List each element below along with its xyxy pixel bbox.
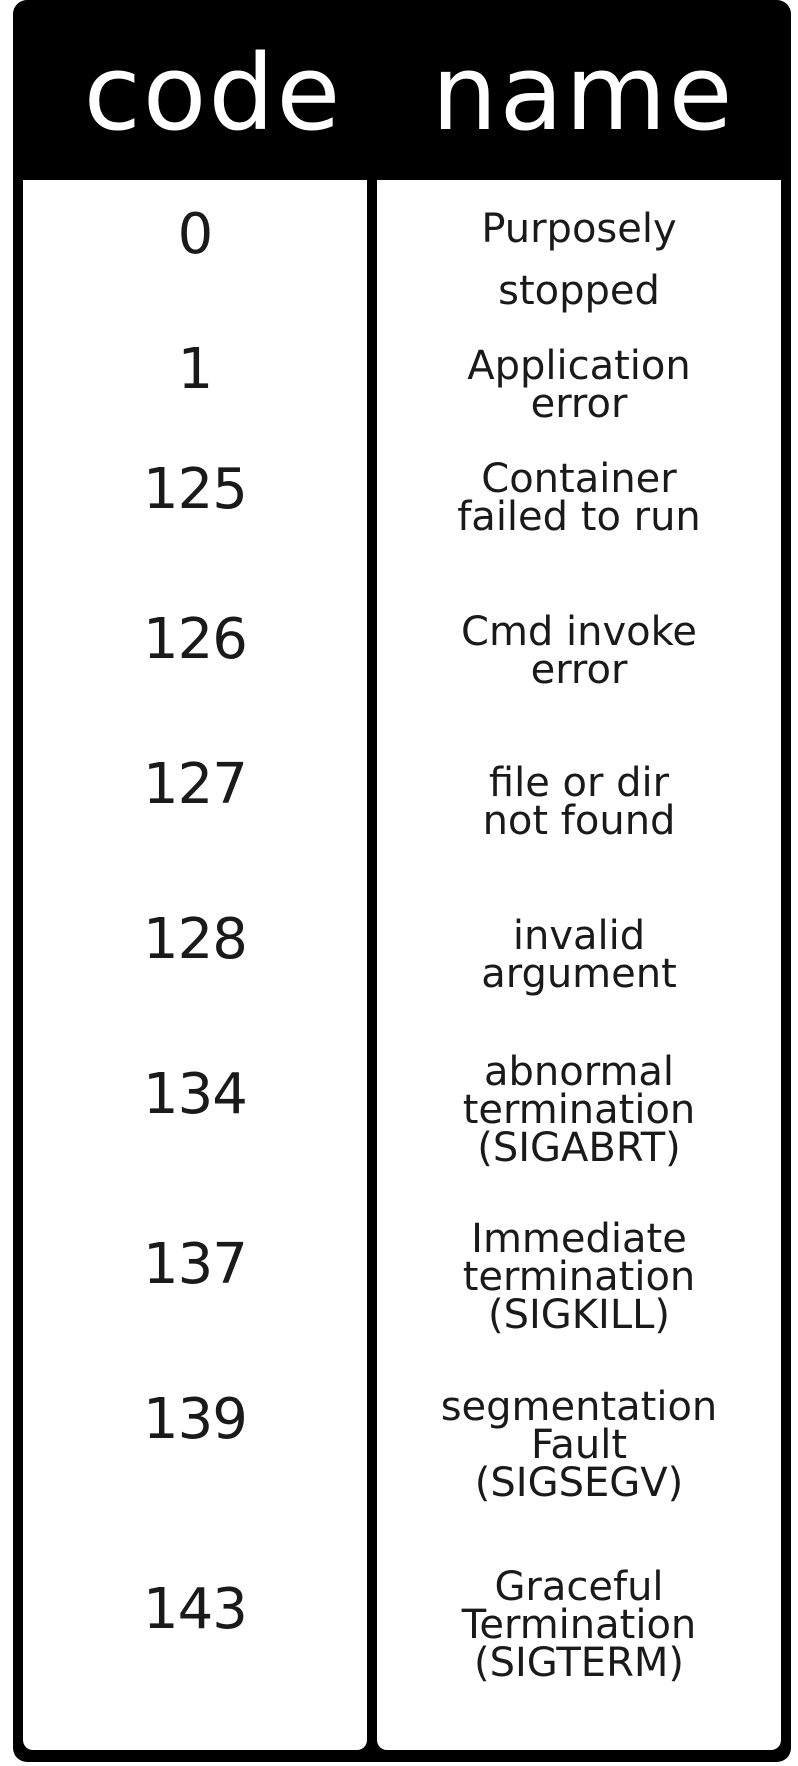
code-cell: 139 bbox=[143, 1387, 248, 1452]
name-line: termination bbox=[462, 1254, 696, 1300]
code-cell: 125 bbox=[143, 457, 248, 522]
name-cell: Graceful Termination (SIGTERM) bbox=[377, 1565, 781, 1685]
code-cell: 0 bbox=[177, 202, 214, 267]
name-line: Container bbox=[481, 456, 677, 502]
code-column: 0 1 125 126 127 128 134 137 139 143 bbox=[23, 180, 367, 1750]
code-cell: 128 bbox=[143, 907, 248, 972]
name-line: Purposely bbox=[481, 206, 677, 252]
name-line: Application bbox=[467, 343, 691, 389]
code-cell: 143 bbox=[143, 1577, 248, 1642]
name-column: Purposely stopped Application error Cont… bbox=[377, 180, 781, 1750]
name-line: (SIGKILL) bbox=[488, 1292, 670, 1338]
name-line: (SIGTERM) bbox=[474, 1640, 684, 1686]
code-cell: 134 bbox=[143, 1062, 248, 1127]
name-line: not found bbox=[482, 798, 676, 844]
name-line: argument bbox=[481, 951, 677, 997]
code-cell: 126 bbox=[143, 607, 248, 672]
name-cell: invalid argument bbox=[377, 915, 781, 995]
name-cell: Container failed to run bbox=[377, 458, 781, 538]
name-line: Fault bbox=[531, 1422, 627, 1468]
name-cell: file or dir not found bbox=[377, 762, 781, 842]
name-line: segmentation bbox=[440, 1384, 718, 1430]
name-cell: Immediate termination (SIGKILL) bbox=[377, 1217, 781, 1337]
name-line: file or dir bbox=[488, 760, 670, 806]
name-line: Graceful bbox=[494, 1564, 664, 1610]
name-line: error bbox=[530, 647, 628, 693]
code-cell: 127 bbox=[143, 752, 248, 817]
name-cell: abnormal termination (SIGABRT) bbox=[377, 1050, 781, 1170]
code-cell: 1 bbox=[177, 337, 214, 402]
name-line: (SIGABRT) bbox=[477, 1125, 681, 1171]
name-line: stopped bbox=[498, 268, 660, 314]
name-cell: Application error bbox=[377, 345, 781, 425]
header-code: code bbox=[83, 32, 343, 154]
header-name: name bbox=[431, 32, 735, 154]
name-cell: Purposely stopped bbox=[377, 205, 781, 315]
name-line: error bbox=[530, 381, 628, 427]
name-line: Immediate bbox=[471, 1216, 687, 1262]
name-cell: Cmd invoke error bbox=[377, 611, 781, 691]
name-line: failed to run bbox=[457, 494, 701, 540]
name-line: Termination bbox=[461, 1602, 697, 1648]
table-header: code name bbox=[13, 0, 791, 180]
code-cell: 137 bbox=[143, 1232, 248, 1297]
name-line: (SIGSEGV) bbox=[474, 1460, 684, 1506]
name-line: termination bbox=[462, 1087, 696, 1133]
exit-codes-table: code name 0 1 125 126 127 128 134 137 13… bbox=[13, 0, 791, 1762]
name-line: abnormal bbox=[483, 1049, 675, 1095]
name-line: invalid bbox=[512, 913, 646, 959]
name-line: Cmd invoke bbox=[461, 609, 697, 655]
name-cell: segmentation Fault (SIGSEGV) bbox=[377, 1385, 781, 1505]
